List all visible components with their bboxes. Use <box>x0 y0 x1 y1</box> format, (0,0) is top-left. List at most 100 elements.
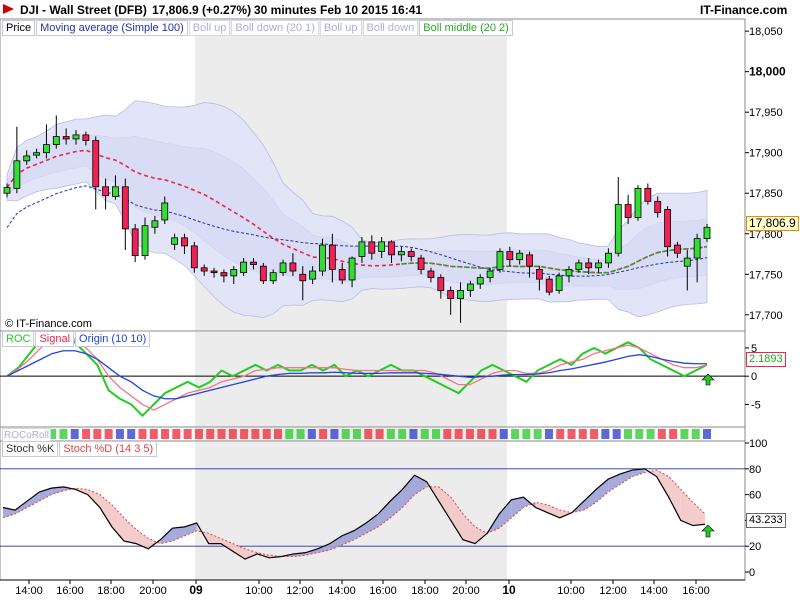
legend-stoch-k[interactable]: Stoch %K <box>2 441 59 457</box>
candle-body <box>82 134 90 141</box>
xtick-label: 10 <box>502 583 516 597</box>
candle-body <box>250 261 257 265</box>
weekend-shade-1 <box>195 332 507 427</box>
rocroll-cell <box>499 429 508 439</box>
legend-signal[interactable]: Signal <box>35 331 75 347</box>
candle-body <box>644 187 652 202</box>
rocroll-cell <box>465 429 474 439</box>
stoch-k-line <box>2 468 706 560</box>
rocroll-cell <box>330 429 339 439</box>
candle-body <box>62 136 70 140</box>
rocroll-cell <box>262 429 271 439</box>
price-ytick-label: 17,850 <box>749 188 783 200</box>
stoch-d-line <box>2 469 706 558</box>
roc-legend: ROC Signal Origin (10 10) <box>2 331 151 347</box>
rocroll-cell <box>544 429 553 439</box>
candle-body <box>506 251 514 261</box>
candle-body <box>131 228 139 257</box>
rocroll-cell <box>635 429 644 439</box>
candle-body <box>388 241 395 256</box>
rocroll-cell <box>364 429 373 439</box>
stoch-fill <box>245 548 258 560</box>
price-legend: Price Moving average (Simple 100) Boll up B… <box>2 20 514 36</box>
legend-boll-middle[interactable]: Boll middle (20 2) <box>419 20 513 36</box>
candle-body <box>3 187 11 194</box>
xtick-label: 14:00 <box>328 585 356 597</box>
rocroll-cell <box>353 429 361 439</box>
stoch-fill <box>596 479 609 503</box>
candle-body <box>654 200 662 214</box>
rocroll-cell <box>161 429 170 439</box>
stoch-fill <box>87 489 100 508</box>
xtick-label: 18:00 <box>97 585 125 597</box>
candle-body <box>121 186 129 230</box>
legend-boll-up-1[interactable]: Boll up <box>188 20 231 36</box>
legend-boll-down-2[interactable]: Boll down <box>362 20 419 36</box>
candle-body <box>259 265 267 282</box>
rocroll-cell <box>296 429 305 439</box>
weekend-shade-2 <box>195 428 507 441</box>
candle-body <box>43 144 50 154</box>
roc-last-label: 2.1893 <box>746 352 786 367</box>
candle-body <box>585 262 593 269</box>
candle-body <box>407 251 415 257</box>
candle-body <box>703 226 711 240</box>
rocroll-cell <box>104 429 113 439</box>
boll-middle-line-red <box>6 149 708 274</box>
price-ytick-label: 18,050 <box>749 26 783 38</box>
stoch-fill <box>232 543 246 560</box>
rocroll-cell <box>601 429 610 439</box>
candle-body <box>299 273 307 282</box>
xtick-label: 10:00 <box>245 585 273 597</box>
rocroll-cell <box>48 429 57 439</box>
stoch-fill <box>668 476 681 521</box>
rocroll-cell <box>680 429 689 439</box>
stoch-ytick-label: 20 <box>749 541 761 553</box>
candle-body <box>545 278 553 293</box>
candle-body <box>309 270 317 280</box>
roc-up-arrow-icon <box>701 373 715 386</box>
xtick-label: 16:00 <box>56 585 84 597</box>
legend-stoch-d[interactable]: Stoch %D (14 3 5) <box>59 441 158 457</box>
candle-body <box>289 262 297 272</box>
candle-body <box>52 136 60 146</box>
stoch-fill <box>378 501 391 527</box>
rocroll-cell <box>578 429 587 439</box>
stoch-fill <box>632 468 645 477</box>
stoch-fill <box>3 507 16 518</box>
stoch-fill <box>15 501 28 514</box>
xtick-label: 09 <box>189 583 203 597</box>
legend-boll-up-2[interactable]: Boll up <box>319 20 362 36</box>
candle-body <box>447 290 455 299</box>
xtick-label: 16:00 <box>369 585 397 597</box>
rocroll-cell <box>409 429 418 439</box>
candle-body <box>348 257 356 281</box>
rocroll-cell <box>398 429 407 439</box>
stoch-fill <box>547 504 560 518</box>
candle-body <box>624 204 632 218</box>
price-ytick-label: 17,950 <box>749 107 783 119</box>
legend-ma100[interactable]: Moving average (Simple 100) <box>36 20 188 36</box>
candle-body <box>72 134 80 140</box>
datetime: Feb 10 2015 16:41 <box>320 3 423 17</box>
legend-origin[interactable]: Origin (10 10) <box>75 331 151 347</box>
candle-body <box>368 241 376 254</box>
rocroll-cell <box>307 429 316 439</box>
legend-roc[interactable]: ROC <box>2 331 35 347</box>
rocroll-cell <box>669 429 678 439</box>
stoch-fill <box>450 497 463 540</box>
xtick-label: 20:00 <box>452 585 480 597</box>
stoch-fill <box>692 502 705 526</box>
legend-boll-down-1[interactable]: Boll down (20 1) <box>231 20 319 36</box>
legend-price[interactable]: Price <box>2 20 36 36</box>
rocroll-cell <box>477 429 486 439</box>
candle-body <box>516 252 524 261</box>
price-ytick-label: 17,800 <box>749 229 783 241</box>
rocroll-cell <box>691 429 700 439</box>
roc-series-1 <box>6 335 708 411</box>
candle-body <box>269 272 277 282</box>
rocroll-cell <box>183 429 192 439</box>
stoch-fill <box>27 492 40 508</box>
stoch-fill <box>160 528 173 544</box>
stoch-fill <box>124 517 137 544</box>
